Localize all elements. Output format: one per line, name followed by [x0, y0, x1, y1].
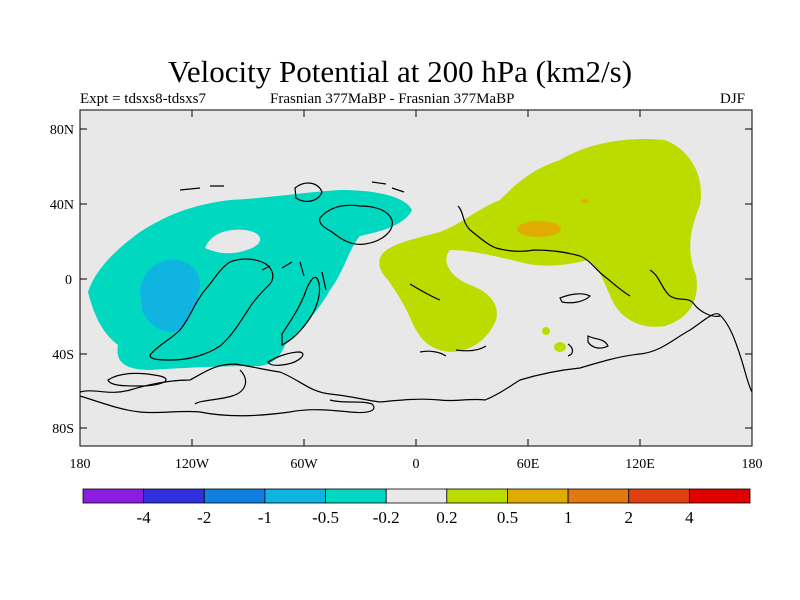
map-title: Velocity Potential at 200 hPa (km2/s)	[167, 54, 633, 89]
coastline	[261, 261, 327, 291]
coastline	[409, 283, 487, 352]
period-label: Frasnian 377MaBP - Frasnian 377MaBP	[270, 91, 515, 107]
coastline	[149, 258, 274, 361]
positive-patch	[542, 327, 550, 335]
colorbar-label: 4	[685, 508, 694, 527]
colorbar-swatch	[688, 488, 751, 504]
coastline	[194, 369, 247, 405]
coastline	[294, 182, 323, 202]
colorbar-swatch	[264, 488, 326, 504]
colorbar-swatch	[82, 488, 145, 504]
colorbar-swatch	[203, 488, 266, 504]
x-tick-label: 0	[413, 457, 420, 472]
colorbar-label: 2	[624, 508, 633, 527]
colorbar-swatch	[446, 488, 508, 504]
axis-ticks	[80, 110, 752, 446]
y-tick-label: 40N	[50, 198, 74, 213]
y-tick-label: 40S	[52, 348, 74, 363]
y-tick-label: 0	[65, 273, 72, 288]
colorbar-swatch	[567, 488, 630, 504]
coastline	[587, 335, 609, 349]
coastline	[419, 343, 574, 357]
colorbar-swatch	[628, 488, 690, 504]
positive-anomaly-core	[581, 199, 589, 203]
colorbar-label: -1	[258, 508, 272, 527]
negative-anomaly-core	[140, 259, 200, 332]
x-tick-label: 120E	[625, 457, 655, 472]
coastline	[559, 293, 592, 304]
x-tick-label: 180	[70, 457, 91, 472]
coastline	[281, 276, 321, 346]
coastline	[79, 313, 753, 403]
colorbar-label: -2	[197, 508, 211, 527]
positive-patch	[554, 342, 566, 352]
x-tick-label: 180	[742, 457, 763, 472]
colorbar-label: 0.2	[436, 508, 457, 527]
coastline	[457, 205, 631, 297]
colorbar-label: -0.2	[373, 508, 400, 527]
colorbar-label: -4	[137, 508, 152, 527]
experiment-label: Expt = tdsxs8-tdsxs7	[80, 91, 206, 107]
colorbar-swatch	[507, 488, 569, 504]
coastlines	[79, 181, 753, 417]
coastline	[79, 395, 375, 417]
y-tick-label: 80S	[52, 422, 74, 437]
colorbar-labels: -4 -2 -1 -0.5 -0.2 0.2 0.5 1 2 4	[137, 508, 695, 527]
colorbar-label: 0.5	[497, 508, 518, 527]
colorbar-label: -0.5	[312, 508, 339, 527]
coastline	[319, 204, 393, 245]
colorbar-swatch	[143, 488, 205, 504]
colorbar	[82, 488, 751, 504]
coastline	[179, 181, 405, 193]
colorbar-swatch	[385, 488, 448, 504]
colorbar-swatch	[325, 488, 387, 504]
coastline	[267, 351, 304, 366]
coastline	[649, 269, 721, 317]
x-tick-label: 60E	[517, 457, 540, 472]
x-tick-label: 60W	[290, 457, 318, 472]
positive-anomaly-core	[517, 221, 561, 237]
positive-anomaly-region	[379, 139, 701, 352]
y-tick-label: 80N	[50, 123, 74, 138]
colorbar-label: 1	[564, 508, 573, 527]
negative-region-gap	[205, 229, 261, 254]
x-tick-label: 120W	[175, 457, 210, 472]
season-label: DJF	[720, 91, 746, 107]
coastline	[107, 372, 167, 387]
